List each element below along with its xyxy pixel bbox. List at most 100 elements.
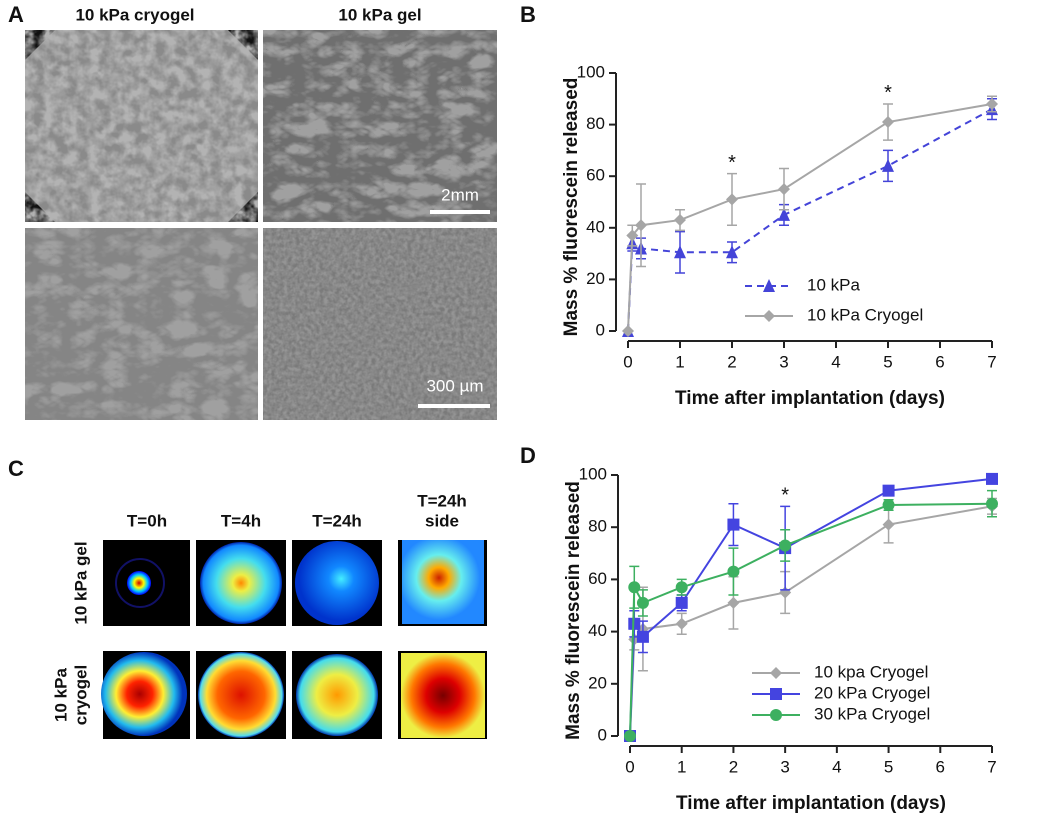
marker <box>778 183 790 196</box>
marker <box>779 539 792 552</box>
y-axis-label: Mass % fluorescein released <box>563 481 584 740</box>
legend-label: 10 kPa <box>807 275 860 294</box>
y-tick-label: 40 <box>586 217 605 236</box>
heatmap-spot <box>296 654 378 736</box>
panel-label: B <box>520 2 536 27</box>
annotation: * <box>781 485 789 507</box>
x-tick-label: 1 <box>677 757 686 776</box>
x-tick-label: 3 <box>780 757 789 776</box>
x-tick-label: 5 <box>883 352 892 371</box>
marker <box>778 207 790 221</box>
column-title: 10 kPa cryogel <box>75 5 194 24</box>
marker <box>763 310 775 322</box>
column-title: 10 kPa gel <box>338 5 421 24</box>
heatmap-spot <box>198 652 284 738</box>
y-tick-label: 100 <box>577 62 605 81</box>
legend-label: 30 kPa Cryogel <box>814 704 930 723</box>
marker <box>727 565 740 578</box>
marker <box>986 472 998 485</box>
column-label: T=24h <box>417 491 467 510</box>
x-axis-label: Time after implantation (days) <box>676 793 946 814</box>
marker <box>675 617 688 630</box>
scale-label: 2mm <box>441 185 479 204</box>
marker <box>882 484 895 497</box>
marker <box>986 97 998 110</box>
y-tick-label: 60 <box>588 569 607 588</box>
y-tick-label: 0 <box>598 725 607 744</box>
x-tick-label: 5 <box>884 757 893 776</box>
marker <box>674 214 686 227</box>
heatmap-spot <box>127 571 151 595</box>
x-tick-label: 2 <box>729 757 738 776</box>
panel-label: A <box>8 2 24 27</box>
y-tick-label: 20 <box>586 269 605 288</box>
legend-label: 20 kPa Cryogel <box>814 683 930 702</box>
heatmap-spot <box>101 652 187 736</box>
row-label: 10 kPa <box>51 668 70 722</box>
marker <box>770 688 782 700</box>
marker <box>675 581 688 594</box>
marker <box>624 730 636 742</box>
heatmap-spot <box>401 653 485 738</box>
x-tick-label: 4 <box>832 757 841 776</box>
legend-label: 10 kPa Cryogel <box>807 305 923 324</box>
marker <box>763 279 775 292</box>
marker <box>986 497 998 510</box>
scale-label: 300 µm <box>426 376 483 395</box>
x-tick-label: 3 <box>779 352 788 371</box>
x-tick-label: 0 <box>623 352 632 371</box>
marker <box>770 709 782 721</box>
panel-label: C <box>8 456 24 481</box>
marker <box>628 617 641 630</box>
y-tick-label: 80 <box>586 114 605 133</box>
legend-label: 10 kpa Cryogel <box>814 662 928 681</box>
y-tick-label: 20 <box>588 673 607 692</box>
marker <box>626 229 639 242</box>
x-tick-label: 7 <box>987 352 996 371</box>
sem-images <box>25 30 497 420</box>
marker <box>882 158 894 172</box>
heatmap-images <box>101 540 487 739</box>
y-tick-label: 40 <box>588 621 607 640</box>
column-label: T=4h <box>221 511 261 530</box>
sem-texture <box>25 30 258 222</box>
column-label: T=0h <box>127 511 167 530</box>
marker <box>628 581 641 594</box>
x-tick-label: 2 <box>727 352 736 371</box>
series-line <box>629 502 993 737</box>
y-tick-label: 60 <box>586 166 605 185</box>
x-tick-label: 6 <box>936 757 945 776</box>
row-label: 10 kPa gel <box>71 541 90 624</box>
y-axis-label: Mass % fluorescein released <box>561 78 582 337</box>
annotation: * <box>728 152 736 174</box>
marker <box>882 518 895 531</box>
y-tick-label: 100 <box>579 464 607 483</box>
marker <box>726 245 738 259</box>
sem-texture <box>263 228 497 420</box>
y-tick-label: 80 <box>588 517 607 536</box>
marker <box>635 219 647 232</box>
heatmap-spot <box>402 540 484 624</box>
sem-texture <box>25 228 258 420</box>
x-tick-label: 7 <box>987 757 996 776</box>
marker <box>674 245 686 259</box>
marker <box>727 518 740 531</box>
heatmap-spot <box>200 542 282 624</box>
marker <box>636 596 649 609</box>
marker <box>636 630 649 643</box>
marker <box>770 667 782 679</box>
row-label: cryogel <box>71 665 90 725</box>
heatmap-ring <box>115 558 165 608</box>
annotation: * <box>884 82 892 104</box>
sem-texture <box>263 30 497 222</box>
x-tick-label: 0 <box>625 757 634 776</box>
marker <box>727 596 740 609</box>
marker <box>726 193 738 206</box>
marker <box>622 325 634 337</box>
x-tick-label: 4 <box>831 352 840 371</box>
column-label: side <box>425 511 459 530</box>
marker <box>882 499 895 512</box>
y-tick-label: 0 <box>596 320 605 339</box>
x-tick-label: 6 <box>935 352 944 371</box>
marker <box>882 116 894 129</box>
